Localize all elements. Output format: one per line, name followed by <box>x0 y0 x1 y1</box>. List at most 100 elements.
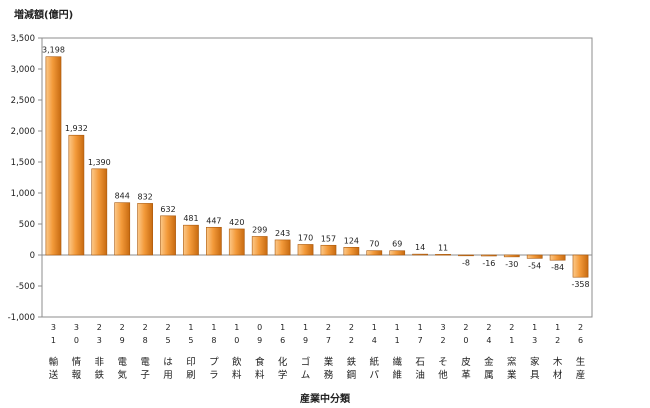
x-tick-code: 8 <box>143 336 148 345</box>
x-tick-name: ラ <box>209 370 219 381</box>
x-tick-code: 1 <box>303 323 308 332</box>
x-tick-name: は <box>163 357 173 368</box>
x-tick-code: 5 <box>165 336 170 345</box>
y-tick-label: 3,500 <box>11 34 35 44</box>
x-tick-code: 1 <box>418 323 423 332</box>
data-label: 243 <box>275 229 290 238</box>
data-label: -30 <box>505 260 518 269</box>
data-label: 124 <box>344 236 359 245</box>
data-label: 632 <box>160 205 175 214</box>
x-tick-code: 1 <box>234 323 239 332</box>
data-label: -54 <box>528 261 541 270</box>
x-tick-code: 0 <box>234 336 239 345</box>
x-tick-name: 油 <box>415 369 425 381</box>
bar <box>572 254 589 278</box>
x-tick-code: 0 <box>463 336 468 345</box>
x-tick-name: 窯 <box>507 356 517 368</box>
x-tick-code: 1 <box>532 323 537 332</box>
x-tick-code: 1 <box>51 336 56 345</box>
x-tick-name: 非 <box>95 356 105 368</box>
data-label: 170 <box>298 233 313 242</box>
x-tick-name: 鉄 <box>347 356 357 368</box>
x-tick-name: 務 <box>324 369 334 381</box>
x-tick-code: 2 <box>509 323 514 332</box>
data-label: 481 <box>183 214 198 223</box>
data-label: 299 <box>252 225 267 234</box>
x-tick-name: 材 <box>553 369 563 381</box>
x-tick-code: 4 <box>372 336 377 345</box>
x-tick-name: 報 <box>72 370 82 381</box>
x-tick-code: 2 <box>349 323 354 332</box>
x-tick-name: 金 <box>484 356 494 368</box>
x-tick-code: 3 <box>51 323 56 332</box>
x-tick-code: 6 <box>280 336 285 345</box>
x-tick-code: 9 <box>303 336 308 345</box>
x-tick-code: 1 <box>395 336 400 345</box>
bar <box>45 56 62 256</box>
x-tick-code: 0 <box>74 336 79 345</box>
x-tick-name: 輸 <box>49 356 59 368</box>
data-label: -8 <box>462 258 470 267</box>
x-tick-code: 2 <box>578 323 583 332</box>
data-label: 70 <box>369 240 379 249</box>
y-tick-label: 0 <box>30 251 35 261</box>
x-tick-code: 2 <box>97 323 102 332</box>
bar <box>274 239 291 256</box>
x-tick-code: 4 <box>486 336 491 345</box>
data-label: 3,198 <box>42 46 65 55</box>
x-tick-name: 生 <box>576 356 586 368</box>
x-tick-code: 1 <box>372 323 377 332</box>
x-tick-code: 5 <box>188 336 193 345</box>
x-tick-code: 7 <box>418 336 423 345</box>
bar <box>114 202 131 256</box>
x-tick-name: 刷 <box>186 370 196 381</box>
y-tick-label: 2,500 <box>11 96 35 106</box>
x-tick-code: 2 <box>440 336 445 345</box>
x-tick-name: ゴ <box>301 356 311 368</box>
x-tick-code: 3 <box>532 336 537 345</box>
x-tick-code: 1 <box>555 323 560 332</box>
bar <box>366 250 383 256</box>
data-label: 1,390 <box>88 158 111 167</box>
bar <box>389 250 406 256</box>
x-tick-name: 業 <box>507 369 517 381</box>
bar <box>481 254 497 257</box>
x-tick-name: 木 <box>553 356 563 368</box>
x-tick-name: 他 <box>438 369 448 381</box>
bar <box>320 244 337 256</box>
x-tick-name: 学 <box>278 369 288 381</box>
data-label: -16 <box>482 259 495 268</box>
x-tick-code: 2 <box>486 323 491 332</box>
x-tick-name: ム <box>301 370 311 381</box>
x-tick-code: 2 <box>143 323 148 332</box>
data-label: -358 <box>571 280 589 289</box>
bar <box>343 247 360 256</box>
y-axis-title: 増減額(億円) <box>14 10 74 21</box>
bar <box>91 168 108 256</box>
x-tick-name: そ <box>438 357 448 368</box>
bar <box>412 253 428 256</box>
x-tick-name: 情 <box>72 356 82 368</box>
data-label: -84 <box>551 263 564 272</box>
x-tick-code: 6 <box>578 336 583 345</box>
x-tick-code: 3 <box>74 323 79 332</box>
x-tick-code: 9 <box>257 336 262 345</box>
x-tick-code: 2 <box>463 323 468 332</box>
bar <box>183 224 199 256</box>
bar <box>228 228 245 256</box>
data-label: 447 <box>206 216 221 225</box>
bar <box>206 226 222 256</box>
bar <box>68 134 85 256</box>
x-tick-code: 1 <box>188 323 193 332</box>
x-tick-code: 2 <box>120 323 125 332</box>
x-tick-name: 革 <box>461 369 471 381</box>
x-tick-name: 属 <box>484 370 494 381</box>
x-tick-code: 8 <box>211 336 216 345</box>
data-label: 11 <box>438 243 448 252</box>
x-tick-code: 1 <box>395 323 400 332</box>
x-tick-code: 2 <box>555 336 560 345</box>
data-label: 1,932 <box>65 124 88 133</box>
x-tick-name: 飲 <box>232 356 242 368</box>
x-tick-name: 業 <box>324 356 334 368</box>
x-tick-name: 産 <box>576 369 586 381</box>
